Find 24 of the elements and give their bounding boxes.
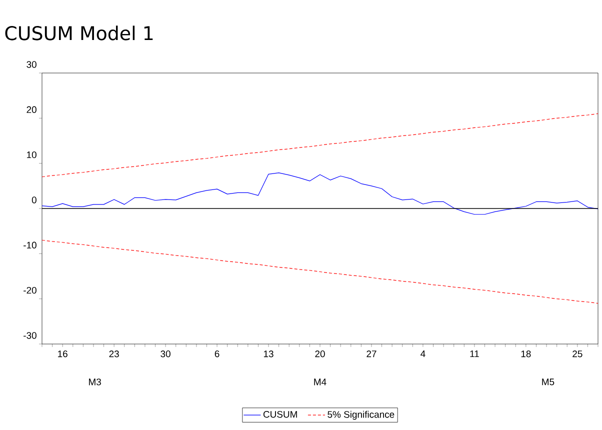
y-tick-label: 10 [27, 151, 36, 158]
y-tick-label: -20 [24, 286, 36, 294]
x-tick-label: 27 [366, 350, 376, 358]
y-tick-label: 20 [26, 106, 36, 113]
x-tick-label: 23 [109, 350, 119, 358]
legend-label: CUSUM [263, 410, 297, 418]
x-tick-label: 25 [572, 350, 582, 358]
chart-title: CUSUM Model 1 [5, 26, 153, 40]
x-tick-label: 13 [264, 350, 274, 358]
legend-label: 5% Significance [328, 410, 394, 420]
y-tick-label: 0 [32, 196, 36, 204]
y-tick-label: 30 [26, 61, 36, 68]
x-tick-label: 6 [214, 350, 220, 358]
x-tick-label: 30 [160, 350, 170, 358]
x-tick-label: 18 [521, 350, 531, 358]
x-tick-label: 4 [420, 350, 426, 358]
text: M4 [314, 378, 326, 386]
x-tick-label: 11 [470, 350, 479, 358]
y-tick-label: -30 [24, 332, 36, 339]
x-tick-label: 20 [315, 350, 325, 358]
text: M3 [89, 378, 101, 386]
text: M5 [542, 378, 554, 386]
y-tick-label: -10 [24, 242, 36, 248]
x-tick-label: 16 [58, 350, 68, 358]
